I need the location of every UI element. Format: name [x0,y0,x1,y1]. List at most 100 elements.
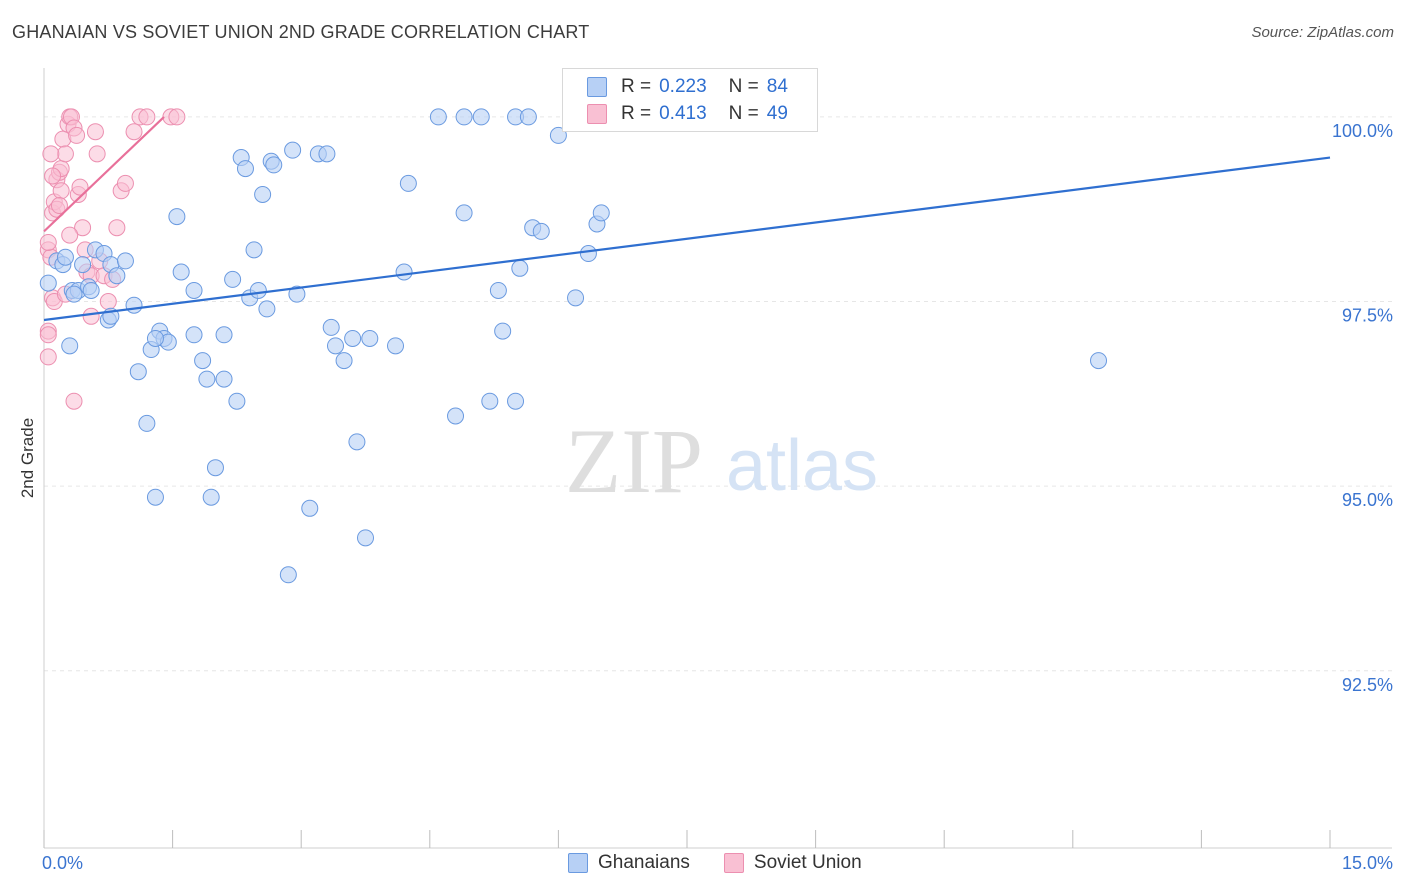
soviet-union-r-value: 0.413 [659,103,707,124]
ghanaians-point [344,329,362,347]
soviet-union-point [168,108,186,126]
soviet-union-point [68,126,86,144]
ghanaians-swatch [587,77,607,97]
y-axis-label: 2nd Grade [18,418,37,498]
ghanaians-point [567,289,585,307]
legend-item-ghanaians[interactable]: Ghanaians [568,852,690,874]
soviet-union-point [52,182,70,200]
ghanaians-point [202,488,220,506]
axes [43,68,1392,849]
ghanaians-point [74,256,92,274]
soviet-union-swatch [587,104,607,124]
ghanaians-points [39,108,1108,584]
ghanaians-point [455,108,473,126]
ghanaians-r-value: 0.223 [659,76,707,97]
stats-legend: R = 0.223 N = 84 R = 0.413 N = 49 [562,68,818,132]
series-legend: Ghanaians Soviet Union [568,852,896,874]
ghanaians-point [326,337,344,355]
soviet-union-point [50,197,68,215]
watermark-zip: ZIP [565,410,703,512]
y-tick-label: 92.5% [1342,675,1393,695]
soviet-union-point [44,167,62,185]
ghanaians-point [507,392,525,410]
ghanaians-point [61,337,79,355]
ghanaians-point [481,392,499,410]
ghanaians-point [108,267,126,285]
ghanaians-point [489,281,507,299]
ghanaians-point [168,208,186,226]
ghanaians-point [335,352,353,370]
soviet-union-point [116,174,134,192]
ghanaians-point [185,281,203,299]
soviet-union-legend-swatch [723,853,744,873]
ghanaians-point [236,160,254,178]
ghanaians-point [279,566,297,584]
ghanaians-point [348,433,366,451]
soviet-union-point [108,219,126,237]
ghanaians-point [39,274,57,292]
trend-lines [43,116,1331,322]
soviet-union-legend-label: Soviet Union [753,852,862,873]
ghanaians-point [592,204,610,222]
ghanaians-n-value: 84 [766,76,788,97]
tick-labels: 92.5% 95.0% 97.5% 100.0% 0.0% 15.0% [42,121,1393,873]
ghanaians-point [172,263,190,281]
x-tick-label-max: 15.0% [1342,853,1393,873]
ghanaians-point [129,363,147,381]
ghanaians-point [395,263,413,281]
soviet-union-n-value: 49 [766,103,788,124]
source-label: Source: ZipAtlas.com [1251,24,1394,41]
ghanaians-point [494,322,512,340]
ghanaians-point [198,370,216,388]
ghanaians-point [318,145,336,163]
ghanaians-point [447,407,465,425]
ghanaians-point [215,370,233,388]
soviet-union-point [82,307,100,325]
ghanaians-trend-line [43,156,1331,322]
soviet-union-point [86,123,104,141]
ghanaians-point [361,329,379,347]
ghanaians-point [301,499,319,517]
r-label: R = [621,76,652,97]
ghanaians-point [224,270,242,288]
ghanaians-point [185,326,203,344]
n-label: N = [728,76,759,97]
ghanaians-point [472,108,490,126]
ghanaians-point [284,141,302,159]
legend-row-soviet-union: R = 0.413 N = 49 [587,102,788,126]
ghanaians-point [146,488,164,506]
soviet-union-point [42,145,60,163]
ghanaians-point [138,414,156,432]
ghanaians-point [116,252,134,270]
ghanaians-point [228,392,246,410]
ghanaians-point [194,352,212,370]
ghanaians-point [1090,352,1108,370]
ghanaians-point [357,529,374,547]
r-label: R = [621,103,652,124]
ghanaians-point [56,248,74,266]
soviet-union-point [125,123,143,141]
y-tick-label: 97.5% [1342,306,1393,326]
ghanaians-point [579,245,597,263]
soviet-union-point [56,145,74,163]
ghanaians-point [65,285,83,303]
soviet-union-point [61,226,79,244]
soviet-union-point [71,178,89,196]
ghanaians-point [215,326,233,344]
y-tick-label: 100.0% [1332,121,1393,141]
watermark-atlas: atlas [726,426,878,506]
gridlines [44,116,1392,672]
ghanaians-legend-label: Ghanaians [598,852,690,873]
soviet-union-trend-line [43,116,165,233]
soviet-union-point [39,348,57,366]
legend-item-soviet-union[interactable]: Soviet Union [723,852,862,874]
ghanaians-point [265,156,283,174]
ghanaians-point [146,329,164,347]
soviet-union-point [39,326,57,344]
ghanaians-legend-swatch [568,853,588,873]
ghanaians-point [387,337,405,355]
soviet-union-point [74,219,92,237]
ghanaians-point [532,222,550,240]
chart-title: GHANAIAN VS SOVIET UNION 2ND GRADE CORRE… [12,22,590,42]
